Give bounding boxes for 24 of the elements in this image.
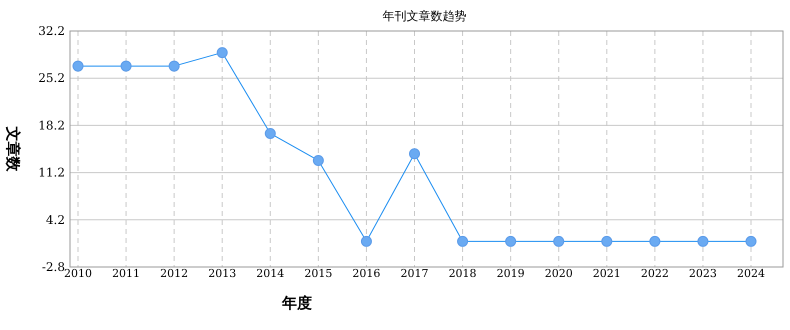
x-tick-label: 2012 xyxy=(160,267,188,280)
x-tick-label: 2022 xyxy=(640,267,669,280)
x-tick-label: 2023 xyxy=(688,267,717,280)
x-tick-label: 2011 xyxy=(112,267,140,280)
x-tick-label: 2024 xyxy=(737,267,765,280)
y-tick-label: 4.2 xyxy=(46,212,65,227)
y-tick-label: -2.8 xyxy=(42,260,65,274)
x-axis-title: 年度 xyxy=(281,294,312,312)
y-tick-label: 32.2 xyxy=(38,24,65,38)
x-tick-label: 2015 xyxy=(304,267,332,280)
x-tick-label: 2021 xyxy=(592,267,621,280)
x-tick-label: 2013 xyxy=(208,267,236,280)
y-axis-title: 文章数 xyxy=(4,126,22,172)
x-tick-label: 2019 xyxy=(496,267,525,280)
y-tick-label: 25.2 xyxy=(38,71,65,86)
x-tick-label: 2014 xyxy=(256,267,284,280)
x-tick-label: 2016 xyxy=(352,267,380,280)
x-tick-label: 2010 xyxy=(64,267,92,280)
chart-title: 年刊文章数趋势 xyxy=(382,9,466,23)
y-tick-label: 18.2 xyxy=(38,118,65,132)
x-tick-label: 2018 xyxy=(448,267,477,280)
x-tick-label: 2020 xyxy=(544,267,573,280)
x-tick-label: 2017 xyxy=(400,267,428,280)
y-tick-label: 11.2 xyxy=(38,166,65,180)
